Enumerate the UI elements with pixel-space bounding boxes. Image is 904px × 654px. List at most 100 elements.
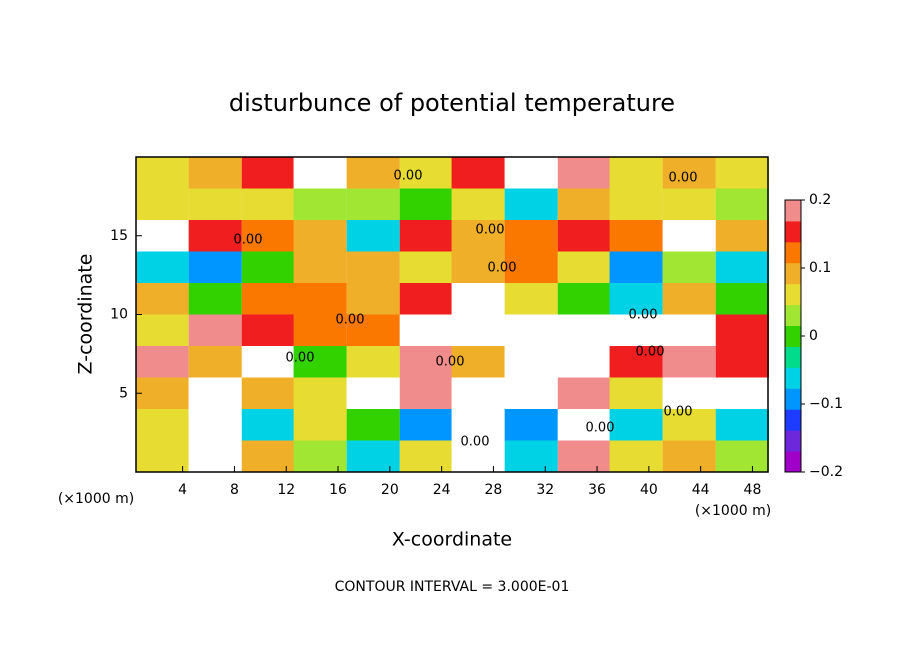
colorbar-tick-label: −0.2 (809, 464, 843, 480)
heat-cell (346, 188, 400, 221)
heat-cell (451, 314, 505, 347)
heat-cell (135, 157, 189, 189)
heat-cell (241, 251, 295, 284)
heat-cell (188, 440, 242, 473)
heat-cell (662, 188, 716, 221)
heat-cell (662, 157, 716, 189)
heat-cell (504, 220, 558, 252)
heat-cell (135, 409, 189, 441)
heat-cell (293, 409, 347, 441)
heat-cell (399, 346, 453, 378)
y-axis-label: Z-coordinate (75, 254, 97, 375)
heat-cell (451, 283, 505, 315)
colorbar-swatch (785, 451, 801, 473)
heat-cell (399, 157, 453, 189)
x-tick-label: 28 (485, 482, 503, 498)
x-tick-label: 40 (640, 482, 658, 498)
heat-cell (609, 377, 663, 410)
heat-cell (135, 188, 189, 221)
heat-cell (451, 409, 505, 441)
heat-cell (241, 440, 295, 473)
heat-cell (609, 440, 663, 473)
heat-cell (662, 220, 716, 252)
heat-cell (557, 346, 611, 378)
heat-cell (346, 314, 400, 347)
heat-cell (504, 377, 558, 410)
heat-cell (399, 220, 453, 252)
heat-cell (451, 157, 505, 189)
heat-cell (715, 157, 769, 189)
heat-cell (241, 283, 295, 315)
heat-cell (715, 283, 769, 315)
heat-cell (346, 409, 400, 441)
heat-cell (188, 346, 242, 378)
contour-label: 0.00 (436, 355, 465, 370)
x-tick-label: 36 (588, 482, 606, 498)
contour-label: 0.00 (586, 421, 615, 436)
heat-cell (715, 346, 769, 378)
heat-cell (662, 314, 716, 347)
heat-cell (135, 440, 189, 473)
contour-label: 0.00 (336, 313, 365, 328)
y-tick-label: 10 (110, 307, 128, 323)
heat-cell (293, 157, 347, 189)
colorbar-swatch (785, 200, 801, 222)
heat-cell (135, 346, 189, 378)
heat-cell (451, 188, 505, 221)
colorbar-tick-label: 0.1 (809, 260, 831, 276)
colorbar-tick-label: −0.1 (809, 396, 843, 412)
heat-cell (241, 220, 295, 252)
heat-cell (241, 409, 295, 441)
heat-cell (715, 314, 769, 347)
heat-cell (346, 440, 400, 473)
heat-cell (399, 377, 453, 410)
heat-cell (241, 157, 295, 189)
heat-cell (715, 188, 769, 221)
heat-cell (399, 188, 453, 221)
y-tick-label: 5 (119, 385, 128, 401)
heat-cell (293, 188, 347, 221)
heat-cell (346, 220, 400, 252)
heat-cell (557, 283, 611, 315)
colorbar-swatch (785, 304, 801, 327)
x-tick-label: 48 (744, 482, 762, 498)
heat-cell (504, 251, 558, 284)
colorbar-swatch (785, 325, 801, 347)
heat-cell (241, 188, 295, 221)
heat-cell (451, 346, 505, 378)
x-axis-label: X-coordinate (392, 529, 512, 551)
heat-cell (609, 346, 663, 378)
heat-cell (557, 377, 611, 410)
contour-label: 0.00 (394, 169, 423, 184)
heat-cell (346, 346, 400, 378)
heat-cell (399, 409, 453, 441)
heat-cell (188, 283, 242, 315)
heat-cell (557, 157, 611, 189)
heat-cell (293, 220, 347, 252)
x-tick-label: 16 (329, 482, 347, 498)
heat-cell (293, 377, 347, 410)
heat-cell (293, 283, 347, 315)
heat-cell (399, 440, 453, 473)
contour-label: 0.00 (476, 223, 505, 238)
x-tick-label: 4 (178, 482, 187, 498)
heat-cell (557, 220, 611, 252)
heat-cell (609, 157, 663, 189)
heat-cell (662, 409, 716, 441)
heat-cell (715, 409, 769, 441)
heat-cell (188, 409, 242, 441)
contour-label: 0.00 (234, 233, 263, 248)
heat-cell (188, 188, 242, 221)
heat-cell (715, 440, 769, 473)
contour-label: 0.00 (488, 261, 517, 276)
heat-cell (451, 377, 505, 410)
heat-cell (662, 377, 716, 410)
chart-title: disturbunce of potential temperature (229, 89, 675, 117)
heat-cell (662, 251, 716, 284)
heat-cell (609, 251, 663, 284)
contour-label: 0.00 (461, 435, 490, 450)
heat-cell (662, 346, 716, 378)
x-unit: (×1000 m) (695, 503, 771, 519)
heat-cell (557, 440, 611, 473)
